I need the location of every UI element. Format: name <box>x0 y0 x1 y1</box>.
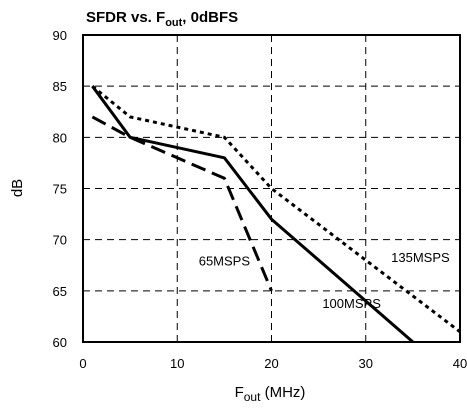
y-tick-labels: 60 65 70 75 80 85 90 <box>53 28 67 350</box>
y-tick-label: 90 <box>53 28 67 43</box>
series-annotations: 65MSPS 100MSPS 135MSPS <box>199 250 450 311</box>
series-label-135msps: 135MSPS <box>391 250 450 265</box>
x-axis-label: Fout (MHz) <box>235 384 306 404</box>
y-tick-label: 80 <box>53 130 67 145</box>
y-tick-label: 85 <box>53 79 67 94</box>
x-tick-labels: 0 10 20 30 40 <box>79 356 467 371</box>
y-tick-label: 65 <box>53 284 67 299</box>
x-tick-label: 30 <box>359 356 373 371</box>
series-lines <box>91 85 461 344</box>
series-line-100msps <box>91 85 414 344</box>
series-label-100msps: 100MSPS <box>322 296 381 311</box>
x-tick-label: 40 <box>453 356 467 371</box>
plot-frame <box>82 34 461 343</box>
series-line-65msps <box>91 115 273 292</box>
series-label-65msps: 65MSPS <box>199 253 251 268</box>
series-line-135msps <box>91 85 461 333</box>
y-tick-label: 70 <box>53 233 67 248</box>
x-tick-label: 10 <box>170 356 184 371</box>
y-axis-label: dB <box>9 179 26 197</box>
grid-lines <box>83 35 460 342</box>
x-tick-label: 20 <box>264 356 278 371</box>
y-tick-label: 75 <box>53 182 67 197</box>
x-tick-label: 0 <box>79 356 86 371</box>
chart-title: SFDR vs. Fout, 0dBFS <box>86 9 238 29</box>
y-tick-label: 60 <box>53 335 67 350</box>
